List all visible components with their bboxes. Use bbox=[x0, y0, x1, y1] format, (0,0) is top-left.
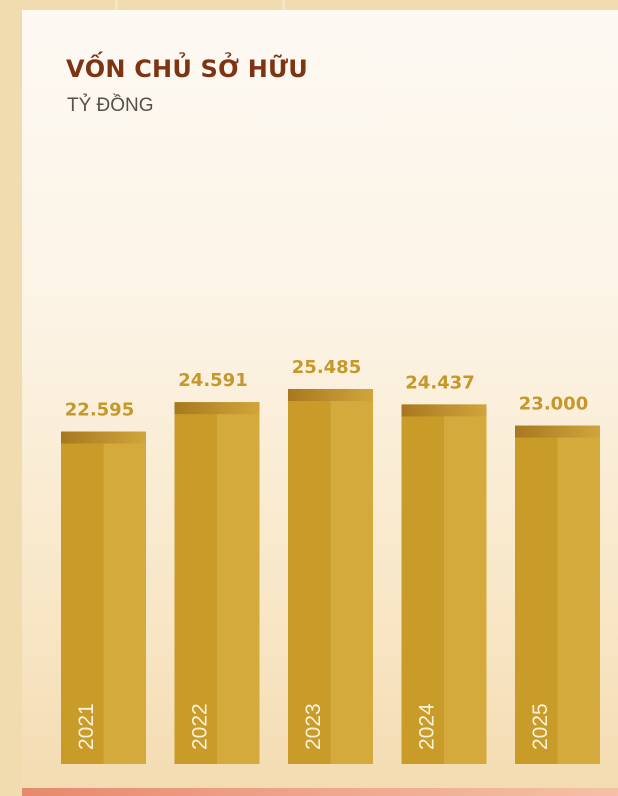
bar: 25.485 2023 bbox=[288, 357, 373, 764]
bar-top-cap bbox=[174, 402, 260, 415]
bar-top-cap bbox=[401, 404, 487, 417]
chart-unit-subtitle: TỶ ĐỒNG bbox=[67, 95, 154, 116]
bar-top-cap bbox=[288, 389, 373, 401]
bar-face-left bbox=[174, 402, 217, 764]
category-label: 2022 bbox=[189, 703, 212, 750]
bars-group: 22.595 2021 24.591 2022 25.485 2023 24.437 2024… bbox=[61, 357, 600, 764]
data-label: 24.591 bbox=[178, 370, 247, 391]
bar-top-cap bbox=[61, 431, 146, 444]
data-label: 23.000 bbox=[519, 394, 588, 415]
bar-face-left bbox=[288, 389, 331, 764]
bar-face-right bbox=[217, 402, 260, 764]
bar-face-right bbox=[557, 425, 600, 764]
category-label: 2025 bbox=[529, 703, 552, 750]
data-label: 25.485 bbox=[292, 357, 361, 378]
data-label: 22.595 bbox=[65, 400, 134, 421]
bar: 23.000 2025 bbox=[515, 394, 600, 764]
frame-line bbox=[282, 0, 285, 10]
bar-face-left bbox=[61, 431, 104, 764]
bottom-accent-strip bbox=[22, 788, 618, 796]
bar: 22.595 2021 bbox=[61, 400, 146, 764]
data-label: 24.437 bbox=[405, 372, 474, 393]
bar-top-cap bbox=[515, 425, 600, 438]
category-label: 2024 bbox=[416, 703, 439, 750]
bar-face-left bbox=[515, 425, 558, 764]
chart-title: VỐN CHỦ SỞ HỮU bbox=[66, 55, 308, 83]
bar-face-right bbox=[330, 389, 373, 764]
frame-line bbox=[115, 0, 118, 10]
category-label: 2023 bbox=[302, 703, 325, 750]
bar-face-right bbox=[103, 431, 146, 764]
bar: 24.591 2022 bbox=[174, 370, 260, 764]
bar-face-right bbox=[444, 404, 487, 764]
bar-face-left bbox=[401, 404, 444, 764]
category-label: 2021 bbox=[75, 703, 98, 750]
bar: 24.437 2024 bbox=[401, 372, 487, 764]
